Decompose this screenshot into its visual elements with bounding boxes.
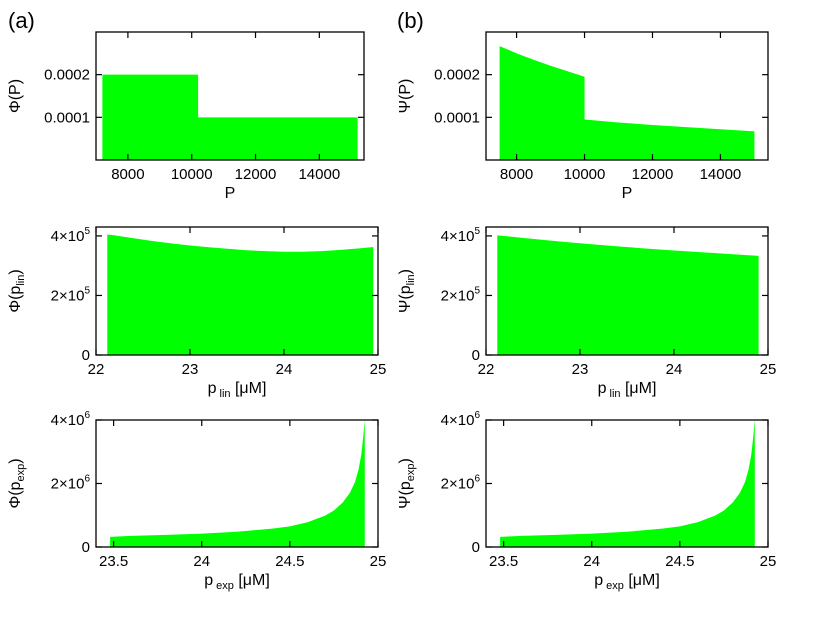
y-tick-label: 2×106: [441, 474, 481, 493]
y-tick-label: 0.0001: [434, 109, 480, 126]
y-tick-label: 0: [82, 539, 90, 556]
x-axis-label: p lin [μM]: [598, 380, 657, 400]
y-axis-label: Ψ(P): [397, 79, 414, 114]
plot-frame-a1: [95, 31, 365, 161]
chart-a3: 23.5 24 24.5 25 0 2×106 4×106 p exp [μM] Φ(pexp): [7, 410, 386, 592]
y-axis-label: Ψ(pexp): [397, 458, 417, 509]
chart-b2: 22 23 24 25 0 2×105 4×105 p lin [μM] Ψ(plin): [397, 226, 776, 400]
chart-a1: 8000 10000 12000 14000 0.0001 0.0002 P Φ(P): [7, 31, 365, 202]
x-axis-label: P: [225, 185, 236, 202]
x-tick-label: 23: [182, 361, 199, 378]
y-tick-label: 4×106: [441, 410, 481, 429]
panel-label-a: (a): [8, 8, 35, 33]
y-axis-label: Ψ(plin): [397, 269, 417, 313]
x-tick-label: 14000: [700, 166, 742, 183]
x-tick-label: 23.5: [489, 553, 518, 570]
plot-frame-b1: [485, 31, 769, 161]
area-series-b1: [499, 46, 755, 160]
area-series-b3: [500, 420, 755, 547]
x-tick-label: 24: [276, 361, 293, 378]
y-tick-label: 4×105: [51, 226, 91, 245]
y-axis-label: Φ(plin): [7, 269, 27, 312]
x-tick-label: 8000: [111, 166, 144, 183]
y-tick-label: 2×105: [51, 285, 91, 304]
y-tick-label: 2×105: [441, 285, 481, 304]
area-series-a3: [110, 420, 365, 547]
x-tick-label: 12000: [235, 166, 277, 183]
panel-label-b: (b): [397, 8, 424, 33]
x-tick-label: 24.5: [275, 553, 304, 570]
x-tick-label: 8000: [500, 166, 533, 183]
y-tick-label: 4×105: [441, 226, 481, 245]
x-tick-label: 10000: [171, 166, 213, 183]
x-tick-label: 10000: [564, 166, 606, 183]
area-series-a1: [102, 74, 358, 160]
x-axis-label: p lin [μM]: [208, 380, 267, 400]
x-axis-label: P: [622, 185, 633, 202]
x-tick-label: 24: [583, 553, 600, 570]
chart-b1: 8000 10000 12000 14000 0.0001 0.0002 P Ψ(P): [397, 31, 769, 202]
x-tick-label: 25: [370, 361, 387, 378]
x-tick-label: 22: [478, 361, 495, 378]
x-tick-label: 24: [666, 361, 683, 378]
x-tick-label: 12000: [632, 166, 674, 183]
y-tick-label: 2×106: [51, 474, 91, 493]
y-tick-label: 0: [82, 347, 90, 364]
y-tick-label: 0: [472, 347, 480, 364]
chart-a2: 22 23 24 25 0 2×105 4×105 p lin [μM] Φ(plin): [7, 226, 386, 400]
x-tick-label: 14000: [298, 166, 340, 183]
chart-b3: 23.5 24 24.5 25 0 2×106 4×106 p exp [μM] Ψ(pexp): [397, 410, 776, 592]
y-tick-label: 4×106: [51, 410, 91, 429]
x-tick-label: 24.5: [665, 553, 694, 570]
area-series-b2: [497, 235, 759, 355]
x-tick-label: 23.5: [99, 553, 128, 570]
x-tick-label: 22: [88, 361, 105, 378]
x-tick-label: 25: [370, 553, 387, 570]
x-axis-label: p exp [μM]: [594, 572, 660, 592]
y-tick-label: 0.0002: [434, 67, 480, 84]
x-axis-label: p exp [μM]: [204, 572, 270, 592]
plot-frame-b2: [485, 226, 769, 356]
charts-container: 8000 10000 12000 140000.00010.0002PΦ(P)8000…: [7, 31, 776, 592]
x-tick-label: 24: [193, 553, 210, 570]
x-tick-label: 25: [760, 553, 777, 570]
area-series-a2: [107, 234, 374, 355]
x-tick-label: 23: [572, 361, 589, 378]
y-tick-label: 0.0001: [44, 109, 90, 126]
y-axis-label: Φ(P): [7, 79, 24, 113]
plot-frame-a2: [95, 226, 379, 356]
x-tick-label: 25: [760, 361, 777, 378]
y-axis-label: Φ(pexp): [7, 458, 27, 508]
y-tick-label: 0: [472, 539, 480, 556]
y-tick-label: 0.0002: [44, 67, 90, 84]
